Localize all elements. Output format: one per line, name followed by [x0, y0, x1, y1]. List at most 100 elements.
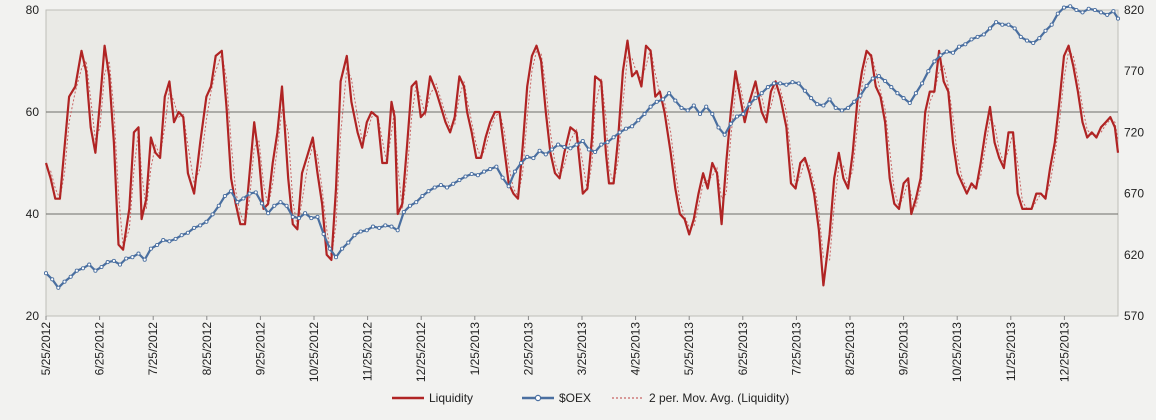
- oex-data-point: [1006, 22, 1011, 27]
- oex-data-point: [401, 209, 406, 215]
- right-axis: 570 620 670 720 770 820: [1124, 3, 1144, 323]
- oex-data-point: [315, 214, 320, 219]
- left-axis: 20 40 60 80: [26, 3, 40, 323]
- oex-data-point: [741, 111, 746, 117]
- oex-data-point: [210, 212, 215, 217]
- oex-data-point: [259, 201, 264, 206]
- x-axis-tick-label: 8/25/2013: [843, 322, 857, 376]
- x-axis-tick-label: 6/25/2012: [93, 322, 107, 376]
- oex-data-point: [586, 147, 591, 152]
- oex-data-point: [1068, 4, 1073, 9]
- oex-data-point: [704, 104, 709, 109]
- oex-data-point: [981, 32, 986, 37]
- oex-data-point: [136, 251, 141, 256]
- oex-data-point: [1024, 38, 1030, 43]
- oex-data-point: [99, 264, 104, 270]
- oex-data-point: [771, 81, 777, 86]
- oex-data-point: [494, 164, 499, 169]
- oex-data-point: [87, 262, 92, 267]
- oex-data-point: [290, 214, 295, 219]
- oex-data-point: [142, 257, 147, 262]
- oex-data-point: [80, 266, 86, 271]
- oex-data-point: [68, 274, 73, 279]
- oex-data-point: [1115, 16, 1121, 21]
- oex-data-point: [229, 189, 234, 194]
- oex-data-point: [358, 229, 363, 234]
- oex-data-point: [950, 50, 956, 55]
- oex-data-point: [475, 173, 480, 178]
- right-axis-tick-label: 720: [1124, 125, 1144, 139]
- oex-data-point: [130, 255, 135, 260]
- oex-data-point: [266, 211, 271, 216]
- oex-data-point: [932, 59, 937, 64]
- oex-data-point: [383, 223, 388, 228]
- oex-data-point: [74, 268, 79, 273]
- x-axis-tick-label: 6/25/2013: [736, 322, 750, 376]
- oex-data-point: [987, 26, 993, 31]
- oex-data-point: [870, 76, 875, 81]
- x-axis-tick-label: 9/25/2012: [253, 322, 267, 376]
- x-axis-tick-label: 12/25/2013: [1057, 322, 1071, 382]
- oex-data-point: [247, 191, 252, 196]
- oex-data-point: [926, 69, 931, 74]
- oex-data-point: [161, 238, 166, 243]
- oex-data-point: [778, 81, 783, 86]
- oex-data-point: [482, 169, 487, 174]
- oex-data-point: [444, 185, 450, 190]
- x-axis-tick-label: 2/25/2013: [521, 322, 535, 376]
- x-axis-tick-label: 10/25/2013: [950, 322, 964, 382]
- legend-label: $OEX: [559, 391, 591, 405]
- oex-data-point: [340, 246, 345, 251]
- oex-data-point: [173, 236, 178, 241]
- oex-data-point: [1111, 9, 1116, 14]
- oex-data-point: [1012, 26, 1017, 31]
- oex-data-point: [883, 78, 888, 84]
- oex-data-point: [580, 138, 585, 144]
- legend-label: Liquidity: [429, 391, 473, 405]
- right-axis-tick-label: 570: [1124, 309, 1144, 323]
- oex-data-point: [913, 91, 918, 96]
- x-axis-tick-label: 7/25/2013: [789, 322, 803, 376]
- oex-data-point: [765, 85, 770, 90]
- right-axis-tick-label: 670: [1124, 187, 1144, 201]
- oex-data-point: [691, 103, 696, 108]
- oex-data-point: [1055, 11, 1060, 16]
- oex-data-point: [790, 80, 795, 85]
- oex-data-point: [438, 182, 443, 188]
- x-axis-tick-label: 5/25/2012: [39, 322, 53, 376]
- oex-data-point: [222, 193, 227, 199]
- oex-data-point: [303, 211, 308, 216]
- oex-data-point: [111, 258, 116, 263]
- oex-data-point: [549, 147, 554, 152]
- oex-data-point: [802, 88, 807, 93]
- oex-data-point: [43, 271, 49, 276]
- oex-data-point: [1043, 28, 1048, 33]
- oex-data-point: [512, 169, 517, 174]
- oex-data-point: [938, 53, 943, 58]
- oex-data-point: [901, 96, 906, 101]
- oex-data-point: [593, 149, 598, 155]
- oex-data-point: [488, 167, 493, 172]
- oex-data-point: [1074, 7, 1079, 13]
- oex-data-point: [697, 111, 703, 117]
- x-axis-tick-label: 3/25/2013: [575, 322, 589, 376]
- oex-data-point: [155, 242, 160, 248]
- oex-data-point: [93, 268, 98, 273]
- oex-data-point: [148, 246, 153, 251]
- oex-data-point: [192, 225, 197, 230]
- oex-data-point: [722, 132, 727, 137]
- x-axis-tick-label: 11/25/2012: [361, 322, 375, 381]
- oex-data-point: [957, 44, 962, 49]
- oex-data-point: [1037, 36, 1042, 41]
- oex-data-point: [62, 279, 67, 284]
- series-line-liquidity: [44, 39, 1120, 287]
- oex-data-point: [667, 91, 672, 96]
- x-axis-tick-label: 4/25/2013: [629, 322, 643, 376]
- oex-data-point: [1092, 7, 1097, 13]
- oex-data-point: [784, 82, 789, 87]
- oex-data-point: [611, 135, 616, 140]
- oex-data-point: [864, 83, 869, 88]
- oex-data-point: [272, 203, 277, 208]
